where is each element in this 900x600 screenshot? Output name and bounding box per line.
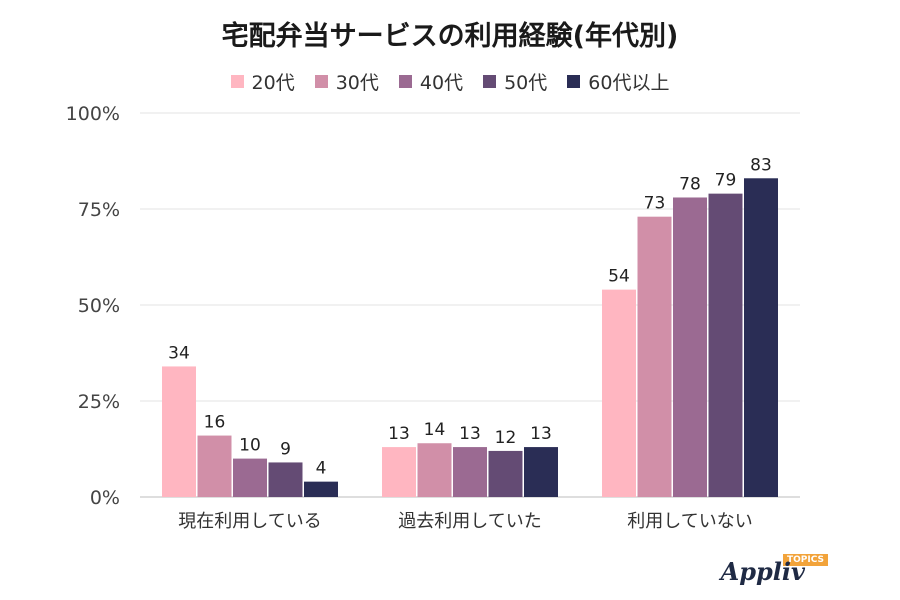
bar: [453, 447, 487, 497]
legend-swatch: [398, 75, 412, 88]
brand-tag: TOPICS: [783, 554, 828, 566]
data-label: 79: [715, 171, 737, 191]
data-label: 54: [608, 267, 630, 287]
bar: [268, 462, 303, 497]
bar: [673, 197, 707, 498]
bar: [233, 458, 267, 497]
legend-item: 30代: [314, 68, 379, 95]
legend-item: 20代: [230, 68, 295, 95]
legend: 20代 30代 40代 50代 60代以上: [0, 68, 900, 95]
data-label: 13: [530, 424, 552, 444]
data-label: 83: [750, 155, 772, 175]
legend-label: 40代: [419, 72, 464, 94]
data-label: 9: [280, 439, 291, 459]
y-tick-label: 50%: [78, 295, 120, 317]
x-tick-label: 過去利用していた: [398, 511, 541, 532]
bar: [708, 193, 743, 497]
bar: [197, 435, 232, 497]
bar: [162, 366, 196, 497]
bar: [382, 447, 416, 497]
bar: [524, 447, 558, 497]
x-tick-label: 現在利用している: [178, 511, 321, 532]
bar: [744, 178, 778, 497]
data-label: 4: [316, 459, 327, 479]
legend-item: 60代以上: [567, 68, 669, 95]
legend-swatch: [483, 75, 497, 88]
bar: [602, 289, 636, 497]
data-label: 73: [644, 194, 666, 214]
legend-label: 30代: [335, 72, 379, 94]
y-tick-label: 75%: [78, 199, 120, 221]
y-tick-label: 0%: [90, 487, 120, 509]
data-label: 13: [459, 424, 481, 444]
legend-swatch: [567, 75, 581, 88]
y-tick-label: 25%: [78, 391, 120, 413]
legend-swatch: [314, 75, 328, 88]
data-label: 78: [679, 174, 701, 194]
legend-item: 40代: [398, 68, 464, 95]
legend-swatch: [230, 75, 244, 88]
bar: [417, 443, 452, 497]
data-label: 14: [424, 420, 446, 440]
bar: [488, 450, 523, 497]
data-label: 34: [168, 343, 190, 363]
applivtopics-logo: Appliv: [720, 557, 805, 586]
legend-label: 50代: [504, 72, 548, 94]
chart-title: 宅配弁当サービスの利用経験(年代別): [221, 21, 679, 52]
data-label: 10: [239, 436, 261, 456]
y-tick-label: 100%: [66, 103, 120, 125]
bar: [304, 481, 338, 497]
data-label: 12: [495, 428, 517, 448]
legend-label: 20代: [251, 72, 295, 94]
bar: [637, 216, 672, 497]
data-label: 16: [204, 413, 226, 433]
data-label: 13: [388, 424, 410, 444]
legend-label: 60代以上: [588, 72, 670, 94]
x-tick-label: 利用していない: [627, 511, 752, 532]
legend-item: 50代: [483, 68, 547, 95]
